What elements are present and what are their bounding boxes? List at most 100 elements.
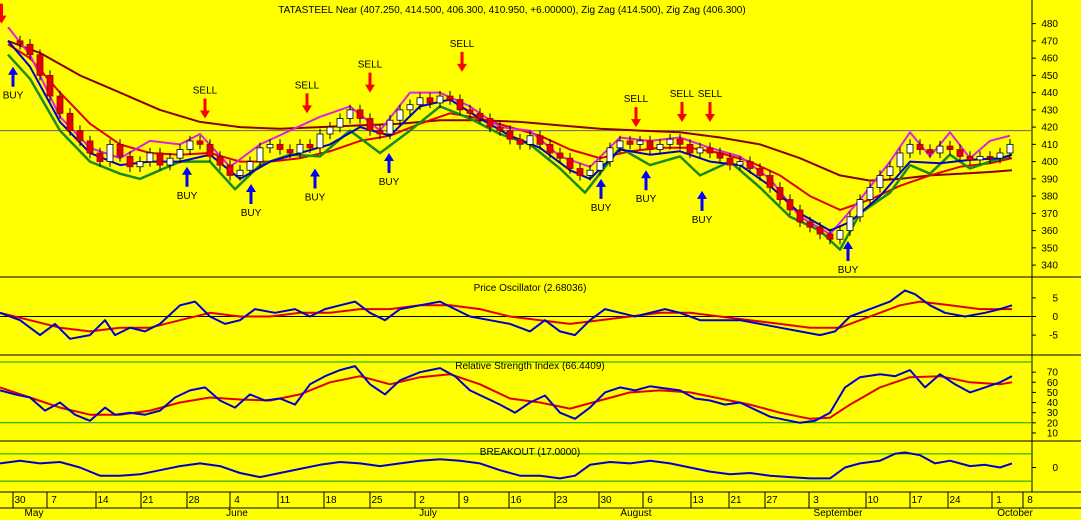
y-tick-label: 420 [1041,123,1058,134]
candle-down [956,149,964,157]
candle-up [266,143,274,149]
sell-arrow-icon [677,101,687,122]
candle-down [216,156,224,166]
candle-down [366,118,374,131]
candle-up [336,118,344,128]
y-tick-label: 370 [1041,209,1058,220]
candle-up [586,169,594,176]
candle-up [636,140,644,145]
sell-label: SELL [698,89,723,100]
candle-down [16,40,24,45]
candle-down [516,138,524,145]
buy-label: BUY [636,194,657,205]
candle-up [736,161,744,166]
candle-up [666,138,674,145]
buy-label: BUY [692,215,713,226]
candle-down [96,152,104,163]
candle-up [656,143,664,150]
candle-down [456,99,464,111]
y-tick-label: 40 [1047,398,1059,409]
y-tick-label: 470 [1041,36,1058,47]
candle-down [26,43,34,56]
y-tick-label: 440 [1041,88,1058,99]
x-tick-label: 21 [730,495,742,506]
candle-up [526,135,534,145]
rsi-signal-line [0,373,1013,420]
candle-up [936,145,944,154]
candle-down [796,209,804,223]
month-label: September [814,508,864,519]
y-tick-label: 0 [1052,312,1058,323]
candle-down [486,118,494,128]
x-tick-label: 10 [867,495,879,506]
x-tick-label: 13 [692,495,704,506]
candle-up [906,143,914,154]
buy-label: BUY [305,193,326,204]
candle-down [926,149,934,154]
candle-down [156,152,164,166]
buy-label: BUY [379,177,400,188]
candle-down [646,140,654,150]
brk-panel-title: BREAKOUT (17.0000) [480,447,580,458]
candle-down [746,161,754,169]
y-tick-label: 450 [1041,71,1058,82]
sell-arrow-icon [365,72,375,93]
candle-down [66,112,74,131]
candle-down [986,156,994,159]
candle-up [386,119,394,135]
candle-down [56,95,64,114]
candle-up [256,147,264,163]
candle-up [346,109,354,119]
x-tick-label: 17 [911,495,923,506]
candle-up [876,175,884,188]
candle-down [36,54,44,76]
sell-arrow-icon [631,107,641,128]
candle-down [816,226,824,235]
buy-arrow-icon [310,168,320,189]
candle-down [306,143,314,149]
sell-arrow-icon [302,93,312,114]
y-tick-label: 410 [1041,140,1058,151]
candle-up [296,143,304,154]
candle-up [996,152,1004,159]
candle-down [426,97,434,104]
candle-up [606,147,614,163]
y-tick-label: -5 [1049,331,1058,342]
candle-down [676,138,684,145]
candle-down [726,157,734,166]
y-tick-label: 20 [1047,418,1059,429]
candle-up [856,199,864,218]
y-tick-label: 5 [1052,293,1058,304]
candle-down [786,199,794,211]
candle-up [416,97,424,106]
candle-down [626,140,634,145]
month-label: October [997,508,1033,519]
candle-down [46,74,54,97]
buy-label: BUY [591,203,612,214]
month-label: May [25,508,44,519]
candle-down [76,130,84,142]
x-tick-label: 30 [600,495,612,506]
x-tick-label: 25 [371,495,383,506]
candle-down [206,143,214,157]
candle-up [436,95,444,104]
y-tick-label: 360 [1041,226,1058,237]
sell-label: SELL [624,94,649,105]
x-tick-label: 28 [188,495,200,506]
sell-arrow-icon [0,3,7,24]
sell-arrow-icon [200,98,210,119]
sell-label: SELL [358,60,383,71]
y-tick-label: 340 [1041,261,1058,272]
candle-down [916,143,924,150]
month-label: August [620,508,651,519]
sell-arrow-icon [457,51,467,72]
rsi-panel-title: Relative Strength Index (66.4409) [455,361,605,372]
candle-down [536,135,544,145]
buy-arrow-icon [246,184,256,205]
sell-label: SELL [0,0,14,2]
buy-label: BUY [241,208,262,219]
sell-label: SELL [193,85,218,96]
candle-up [886,166,894,176]
x-tick-label: 8 [1027,495,1033,506]
ma-short-line [7,40,1013,232]
